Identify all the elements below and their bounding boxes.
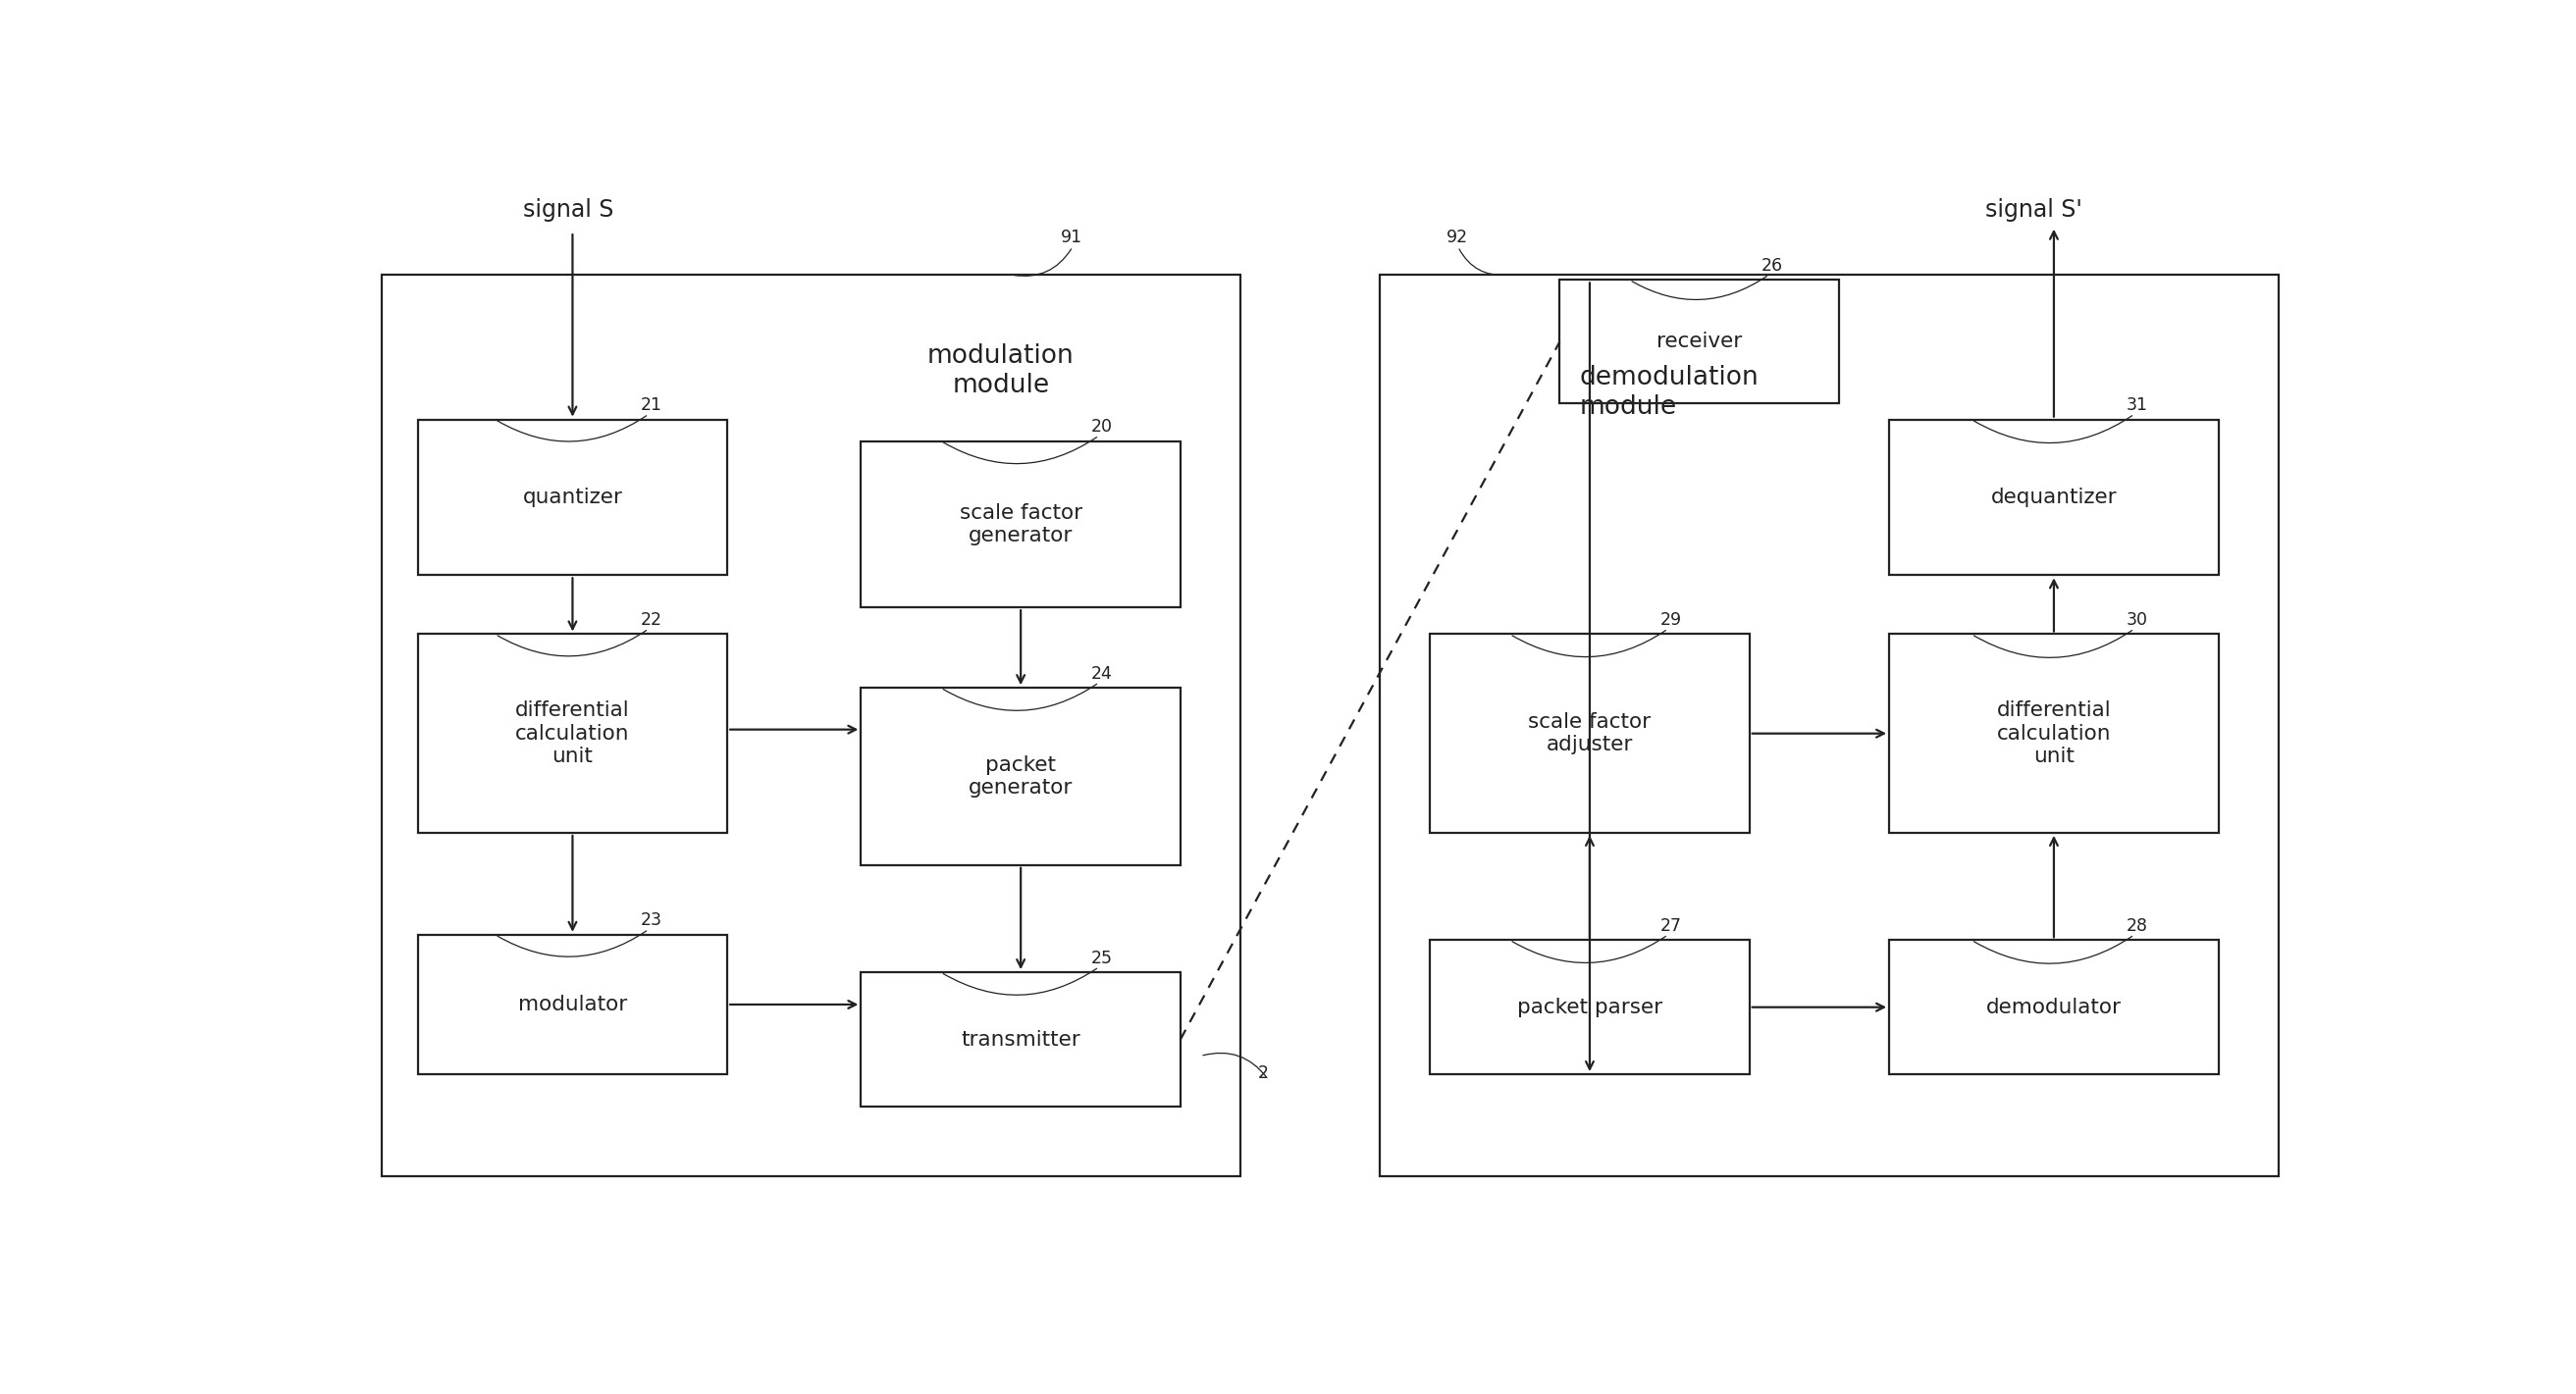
Bar	[1430, 940, 1749, 1075]
Text: 22: 22	[641, 611, 662, 629]
Text: quantizer: quantizer	[523, 488, 623, 507]
Text: 30: 30	[2125, 611, 2148, 629]
Text: 29: 29	[1659, 611, 1682, 629]
Bar	[860, 973, 1180, 1107]
Text: receiver: receiver	[1656, 332, 1741, 351]
Text: demodulator: demodulator	[1986, 997, 2123, 1018]
Text: 28: 28	[2125, 917, 2148, 935]
Text: differential
calculation
unit: differential calculation unit	[1996, 701, 2112, 767]
Text: 2: 2	[1257, 1064, 1270, 1082]
Text: packet parser: packet parser	[1517, 997, 1662, 1018]
Text: 24: 24	[1092, 665, 1113, 683]
Text: 31: 31	[2125, 396, 2148, 414]
Text: 27: 27	[1659, 917, 1682, 935]
Bar	[1561, 280, 1839, 403]
Bar	[417, 935, 726, 1075]
Text: 26: 26	[1762, 256, 1783, 275]
Bar	[860, 687, 1180, 864]
Bar	[417, 420, 726, 576]
Text: 91: 91	[1061, 229, 1082, 247]
Text: modulation
module: modulation module	[927, 344, 1074, 399]
Text: transmitter: transmitter	[961, 1030, 1079, 1050]
Text: 21: 21	[641, 396, 662, 414]
Bar	[1888, 634, 2218, 832]
Bar	[1888, 940, 2218, 1075]
Text: signal S': signal S'	[1986, 198, 2081, 222]
Text: signal S: signal S	[523, 198, 613, 222]
Text: 20: 20	[1092, 418, 1113, 435]
Bar	[381, 275, 1242, 1177]
Text: differential
calculation
unit: differential calculation unit	[515, 701, 629, 767]
Text: scale factor
generator: scale factor generator	[958, 503, 1082, 545]
Text: 25: 25	[1092, 949, 1113, 967]
Text: demodulation
module: demodulation module	[1579, 365, 1759, 420]
Bar	[1430, 634, 1749, 832]
Bar	[1888, 420, 2218, 576]
Bar	[417, 634, 726, 832]
Bar	[860, 441, 1180, 608]
Text: modulator: modulator	[518, 995, 626, 1015]
Bar	[1381, 275, 2280, 1177]
Text: scale factor
adjuster: scale factor adjuster	[1528, 712, 1651, 754]
Text: 92: 92	[1445, 229, 1468, 247]
Text: dequantizer: dequantizer	[1991, 488, 2117, 507]
Text: 23: 23	[641, 912, 662, 930]
Text: packet
generator: packet generator	[969, 756, 1074, 797]
